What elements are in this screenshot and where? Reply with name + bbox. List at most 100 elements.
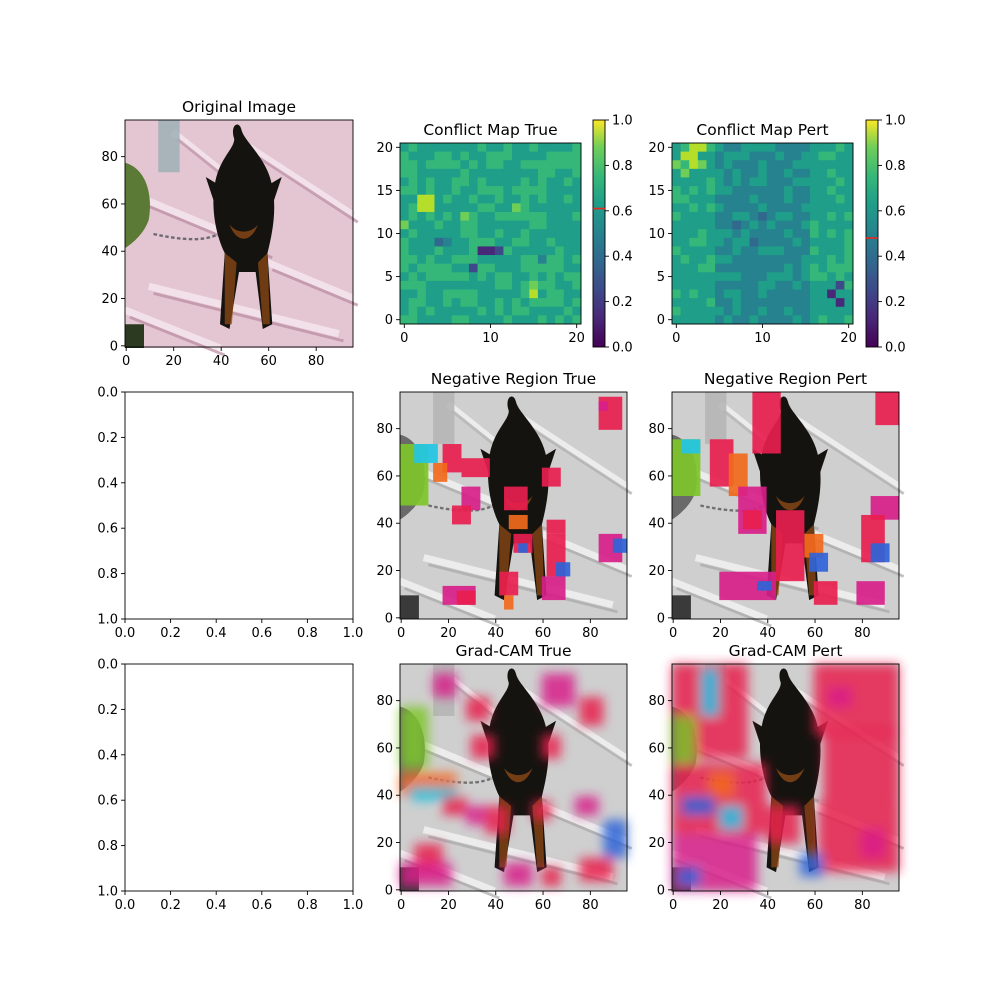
conflict-true-cell — [520, 220, 530, 230]
conflict-true-cell — [468, 177, 478, 187]
conflict-pert-cell — [801, 246, 811, 256]
conflict-true-cell — [520, 203, 530, 213]
conflict-true-cell — [512, 143, 522, 153]
conflict-true-cell — [408, 280, 418, 290]
conflict-pert-cell — [844, 177, 854, 187]
conflict-true-cell — [503, 203, 513, 213]
conflict-pert-cell — [801, 237, 811, 247]
conflict-pert-cell — [689, 280, 699, 290]
conflict-pert-cell — [766, 177, 776, 187]
conflict-pert-cell — [715, 186, 725, 196]
conflict-true-cell — [537, 203, 547, 213]
conflict-pert-cell — [844, 211, 854, 221]
conflict-true-cell — [563, 151, 573, 161]
conflict-pert-cell — [792, 246, 802, 256]
conflict-pert-cell — [809, 186, 819, 196]
conflict-true-xtick-label-2: 20 — [568, 331, 585, 346]
conflict-pert-cell — [844, 143, 854, 153]
conflict-pert-cell — [792, 237, 802, 247]
gradcam-true-blob-19 — [541, 867, 561, 887]
neg-true-title: Negative Region True — [431, 370, 596, 388]
conflict-true-cell — [546, 263, 556, 273]
conflict-pert-cell — [732, 186, 742, 196]
conflict-pert-cell — [715, 298, 725, 308]
conflict-pert-cell — [680, 220, 690, 230]
conflict-pert-cell — [732, 160, 742, 170]
conflict-true-ytick-label-0: 0 — [385, 313, 393, 328]
conflict-pert-cell — [775, 263, 785, 273]
conflict-true-cell — [486, 272, 496, 282]
conflict-pert-cell — [809, 263, 819, 273]
conflict-pert-cell — [732, 220, 742, 230]
neg-pert-blob-16 — [813, 581, 838, 605]
conflict-true-cell — [563, 315, 573, 325]
conflict-pert-cell — [740, 237, 750, 247]
conflict-pert-cell — [766, 168, 776, 178]
conflict-true-ytick-label-1: 5 — [385, 270, 393, 285]
conflict-true-cell — [494, 272, 504, 282]
conflict-pert-cell — [835, 237, 845, 247]
conflict-pert-cell — [672, 160, 682, 170]
conflict-pert-cell — [723, 237, 733, 247]
conflict-true-cell — [408, 255, 418, 265]
neg-true-fold-shadow-3 — [404, 586, 500, 628]
conflict-true-colorbar — [592, 119, 606, 348]
conflict-true-cell — [468, 194, 478, 204]
conflict-pert-cell — [827, 194, 837, 204]
conflict-pert-cell — [758, 143, 768, 153]
gradcam-true-blob-1 — [433, 673, 457, 698]
conflict-pert-cell — [723, 194, 733, 204]
conflict-pert-cell — [844, 306, 854, 316]
conflict-true-cell — [477, 211, 487, 221]
conflict-pert-cell — [672, 246, 682, 256]
conflict-pert-cell — [766, 203, 776, 213]
conflict-pert-cell — [809, 237, 819, 247]
conflict-pert-cell — [689, 263, 699, 273]
neg-pert-blob-13 — [870, 543, 890, 563]
conflict-pert-colorbar — [865, 119, 879, 348]
conflict-true-cell — [486, 203, 496, 213]
conflict-pert-cell — [706, 306, 716, 316]
neg-pert-blob-3 — [709, 439, 734, 487]
conflict-true-cell — [477, 151, 487, 161]
conflict-true-cell — [529, 272, 539, 282]
conflict-true-cell — [537, 160, 547, 170]
conflict-pert-cell — [835, 186, 845, 196]
neg-pert-blob-5 — [752, 392, 781, 454]
conflict-true-cell — [503, 306, 513, 316]
conflict-pert-cell — [740, 315, 750, 325]
conflict-pert-cell — [697, 280, 707, 290]
conflict-true-cell — [512, 289, 522, 299]
conflict-true-cell — [503, 177, 513, 187]
conflict-true-cell — [494, 203, 504, 213]
conflict-true-cell — [563, 289, 573, 299]
gradcam-pert-dog-leg-right — [804, 796, 817, 868]
conflict-true-cell — [512, 220, 522, 230]
conflict-true-cell — [563, 306, 573, 316]
conflict-pert-cell — [715, 203, 725, 213]
conflict-pert-cell — [689, 237, 699, 247]
conflict-true-cell — [468, 289, 478, 299]
conflict-pert-cell — [766, 160, 776, 170]
conflict-true-cell — [546, 186, 556, 196]
neg-true-dog-leg-right — [532, 524, 545, 596]
gradcam-true-blob-17 — [579, 857, 613, 882]
neg-pert-dog-ear-left — [752, 448, 777, 478]
conflict-pert-cell — [835, 168, 845, 178]
conflict-pert-cell — [835, 194, 845, 204]
conflict-pert-cell — [775, 177, 785, 187]
conflict-pert-cell — [766, 263, 776, 273]
conflict-pert-cell — [784, 229, 794, 239]
conflict-true-cell — [443, 306, 453, 316]
conflict-true-cell — [486, 298, 496, 308]
conflict-pert-cell — [792, 160, 802, 170]
conflict-true-cell — [434, 298, 444, 308]
conflict-pert-cell — [801, 280, 811, 290]
conflict-pert-cell — [827, 220, 837, 230]
conflict-true-cell — [486, 211, 496, 221]
conflict-pert-cell — [809, 229, 819, 239]
conflict-true-cell — [417, 194, 427, 204]
conflict-true-cell — [512, 298, 522, 308]
conflict-pert-cell — [672, 263, 682, 273]
conflict-pert-colorbar-label-0: 0.0 — [885, 341, 906, 356]
